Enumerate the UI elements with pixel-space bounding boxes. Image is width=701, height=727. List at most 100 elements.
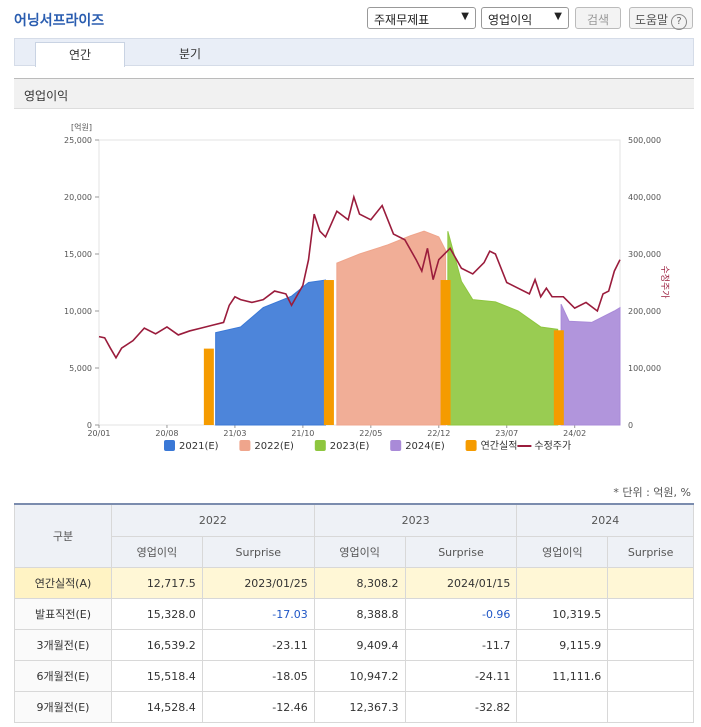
table-cell: 15,328.0 bbox=[111, 598, 203, 630]
tab-annual[interactable]: 연간 bbox=[35, 42, 125, 67]
question-icon: ? bbox=[671, 14, 688, 30]
y-tick-label: 25,000 bbox=[64, 136, 92, 145]
estimate-area-2024(E) bbox=[560, 303, 621, 426]
legend-swatch bbox=[239, 440, 251, 451]
legend-swatch bbox=[390, 440, 402, 451]
table-cell bbox=[607, 629, 694, 661]
help-button[interactable]: 도움말? bbox=[629, 7, 693, 30]
table-cell: -24.11 bbox=[404, 660, 518, 692]
table-cell: 10,947.2 bbox=[313, 660, 406, 692]
row-label: 3개월전(E) bbox=[14, 629, 112, 661]
table-cell: -17.03 bbox=[201, 598, 315, 630]
y-axis-unit: [억원] bbox=[71, 122, 92, 132]
table-cell: 8,308.2 bbox=[313, 567, 406, 599]
actual-bar-2023 bbox=[553, 330, 564, 425]
table-row: 3개월전(E) 16,539.2 -23.11 9,409.4 -11.7 9,115.9 bbox=[14, 629, 694, 661]
item-select[interactable]: 영업이익 ▼ bbox=[481, 7, 569, 29]
table-cell: 12,717.5 bbox=[111, 567, 203, 599]
legend-swatch bbox=[314, 440, 326, 451]
legend-label: 2021(E) bbox=[179, 441, 219, 452]
table-cell: 8,388.8 bbox=[313, 598, 406, 630]
table-cell bbox=[607, 598, 694, 630]
table-cell: 2024/01/15 bbox=[404, 567, 518, 599]
item-value: 영업이익 bbox=[488, 13, 533, 27]
x-tick-label: 22/12 bbox=[427, 429, 450, 438]
unit-note: * 단위 : 억원, % bbox=[613, 486, 691, 499]
header-sub: Surprise bbox=[201, 536, 315, 568]
table-cell bbox=[516, 567, 609, 599]
row-label: 연간실적(A) bbox=[14, 567, 112, 599]
period-tabs: 연간 분기 bbox=[14, 38, 694, 67]
x-tick-label: 20/08 bbox=[155, 429, 178, 438]
table-cell: 12,367.3 bbox=[313, 691, 406, 723]
table-cell bbox=[607, 567, 694, 599]
y2-axis-label: 수정주가 bbox=[659, 265, 670, 298]
y2-tick-label: 400,000 bbox=[628, 193, 661, 202]
y-tick-label: 5,000 bbox=[69, 364, 92, 373]
y-tick-label: 20,000 bbox=[64, 193, 92, 202]
search-button[interactable]: 검색 bbox=[575, 7, 621, 29]
row-label: 9개월전(E) bbox=[14, 691, 112, 723]
table-cell: 10,319.5 bbox=[516, 598, 609, 630]
top-bar: 어닝서프라이즈 주재무제표 ▼ 영업이익 ▼ 검색 도움말? bbox=[0, 0, 701, 36]
x-tick-label: 20/01 bbox=[87, 429, 110, 438]
legend-swatch bbox=[465, 440, 477, 451]
header-sub: Surprise bbox=[607, 536, 694, 568]
table-cell: -32.82 bbox=[404, 691, 518, 723]
report-type-select[interactable]: 주재무제표 ▼ bbox=[367, 7, 476, 29]
table-cell bbox=[607, 660, 694, 692]
x-tick-label: 23/07 bbox=[495, 429, 518, 438]
table-row: 9개월전(E) 14,528.4 -12.46 12,367.3 -32.82 bbox=[14, 691, 694, 723]
y2-tick-label: 300,000 bbox=[628, 250, 661, 259]
table-cell: 15,518.4 bbox=[111, 660, 203, 692]
table-cell: 2023/01/25 bbox=[201, 567, 315, 599]
y-tick-label: 0 bbox=[87, 421, 92, 430]
y2-tick-label: 100,000 bbox=[628, 364, 661, 373]
table-cell: 11,111.6 bbox=[516, 660, 609, 692]
chevron-down-icon: ▼ bbox=[554, 11, 562, 22]
header-sub: 영업이익 bbox=[111, 536, 203, 568]
x-tick-label: 24/02 bbox=[563, 429, 586, 438]
legend-label: 2022(E) bbox=[254, 441, 294, 452]
header-sub: 영업이익 bbox=[516, 536, 609, 568]
legend-label: 연간실적 bbox=[481, 440, 518, 452]
price-line bbox=[98, 194, 621, 360]
table-cell: -11.7 bbox=[404, 629, 518, 661]
table-cell: -12.46 bbox=[201, 691, 315, 723]
report-type-value: 주재무제표 bbox=[374, 13, 430, 27]
actual-bar-2021 bbox=[323, 280, 334, 425]
table-cell: 9,409.4 bbox=[313, 629, 406, 661]
section-title: 영업이익 bbox=[24, 89, 69, 103]
x-tick-label: 21/03 bbox=[223, 429, 246, 438]
operating-profit-chart: 0 5,000 10,000 15,000 20,000 25,000 [억원] 0 100,0… bbox=[64, 122, 670, 452]
actual-bar-2022 bbox=[440, 280, 451, 425]
row-label: 6개월전(E) bbox=[14, 660, 112, 692]
x-tick-label: 22/05 bbox=[359, 429, 382, 438]
y2-tick-label: 200,000 bbox=[628, 307, 661, 316]
table-row: 6개월전(E) 15,518.4 -18.05 10,947.2 -24.11 11,11… bbox=[14, 660, 694, 692]
table-row: 발표직전(E) 15,328.0 -17.03 8,388.8 -0.96 10,319.… bbox=[14, 598, 694, 630]
y2-tick-label: 500,000 bbox=[628, 136, 661, 145]
section-header: 영업이익 bbox=[14, 78, 694, 109]
actual-bar-2020 bbox=[203, 348, 214, 425]
header-category: 구분 bbox=[14, 503, 112, 568]
table-cell: -23.11 bbox=[201, 629, 315, 661]
tab-quarterly[interactable]: 분기 bbox=[178, 47, 202, 61]
chevron-down-icon: ▼ bbox=[461, 11, 469, 22]
table-cell: 16,539.2 bbox=[111, 629, 203, 661]
table-cell: 14,528.4 bbox=[111, 691, 203, 723]
x-tick-label: 21/10 bbox=[291, 429, 314, 438]
header-year: 2024 bbox=[516, 503, 694, 537]
table-row: 연간실적(A) 12,717.5 2023/01/25 8,308.2 2024/01/… bbox=[14, 567, 694, 599]
help-button-label: 도움말 bbox=[634, 13, 669, 27]
header-sub: Surprise bbox=[404, 536, 518, 568]
table-cell: -18.05 bbox=[201, 660, 315, 692]
table-cell: 9,115.9 bbox=[516, 629, 609, 661]
row-label: 발표직전(E) bbox=[14, 598, 112, 630]
table-cell bbox=[516, 691, 609, 723]
header-sub: 영업이익 bbox=[313, 536, 406, 568]
table-cell: -0.96 bbox=[404, 598, 518, 630]
table-cell bbox=[607, 691, 694, 723]
y-tick-label: 15,000 bbox=[64, 250, 92, 259]
header-year: 2022 bbox=[111, 503, 315, 537]
